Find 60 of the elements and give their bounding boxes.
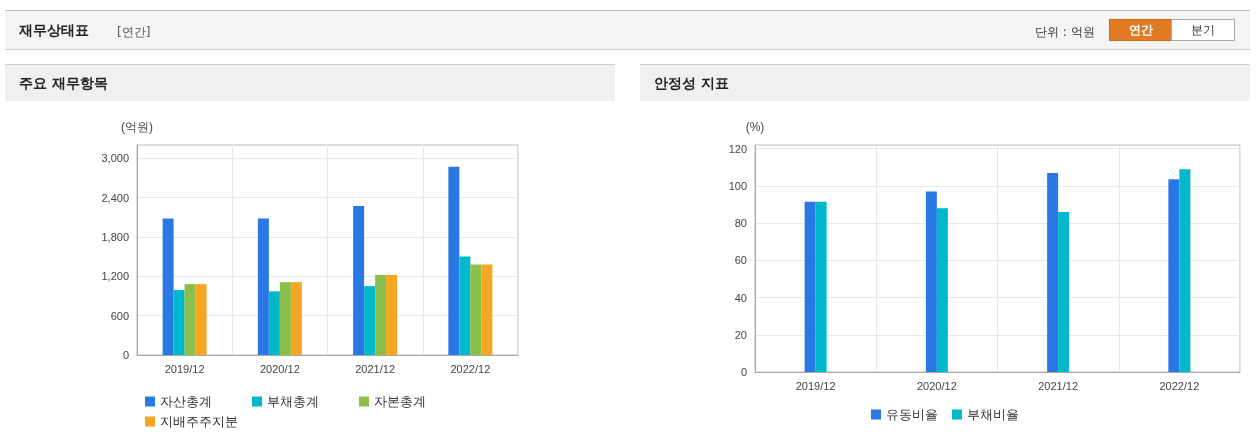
bar (162, 218, 174, 355)
legend-label: 자본총계 (374, 394, 426, 409)
bar (815, 201, 827, 372)
text: 분기 (1171, 19, 1235, 41)
text: 연간 (1109, 19, 1173, 41)
bar (481, 264, 493, 355)
legend-label: 부채비율 (967, 407, 1019, 422)
y-tick-label: 120 (728, 142, 747, 155)
bar (173, 290, 185, 355)
y-tick-label: 3,000 (101, 152, 129, 165)
bar (364, 286, 376, 355)
legend-label: 유동비율 (886, 407, 938, 422)
x-tick-label: 2021/12 (355, 362, 396, 375)
chart-title: 안정성 지표 (654, 75, 729, 93)
y-tick-label: 600 (110, 309, 129, 322)
y-tick-label: 0 (122, 349, 129, 361)
bar (1058, 211, 1070, 372)
text: 단위 : 억원 (1035, 24, 1095, 41)
y-tick-label: 1,200 (101, 270, 129, 283)
bar (1047, 172, 1059, 372)
bar (1179, 169, 1191, 372)
y-tick-label: 2,400 (101, 191, 129, 204)
y-tick-label: 40 (734, 291, 747, 304)
bar (290, 282, 302, 355)
bar (257, 218, 269, 355)
x-tick-label: 2019/12 (164, 362, 205, 375)
y-tick-label: 0 (740, 366, 747, 378)
bar (386, 274, 398, 355)
y-tick-label: 100 (728, 179, 747, 192)
y-tick-label: 60 (734, 254, 747, 267)
bar (353, 206, 365, 355)
x-tick-label: 2020/12 (259, 362, 300, 375)
bar (925, 191, 937, 372)
y-tick-label: 20 (734, 328, 747, 341)
bar (448, 166, 460, 355)
legend-label: 지배주주지분 (160, 414, 238, 429)
bar (195, 284, 207, 355)
bar (375, 274, 387, 355)
bar (279, 282, 291, 355)
x-tick-label: 2020/12 (916, 379, 957, 392)
x-tick-label: 2022/12 (1159, 379, 1200, 392)
y-axis-title: (%) (745, 120, 765, 134)
bar (1168, 179, 1180, 372)
text: 재무상태표 (19, 22, 89, 40)
bar (459, 256, 471, 355)
y-axis-title: (억원) (121, 120, 153, 134)
y-tick-label: 80 (734, 217, 747, 230)
bar (936, 208, 948, 372)
text: [연간] (117, 24, 151, 41)
bar (804, 201, 816, 372)
x-tick-label: 2022/12 (450, 362, 491, 375)
bar (184, 284, 196, 355)
bar (268, 291, 280, 355)
chart-title: 주요 재무항목 (19, 75, 108, 93)
legend-label: 자산총계 (160, 394, 212, 409)
bar (470, 264, 482, 355)
legend-label: 부채총계 (267, 394, 319, 409)
x-tick-label: 2021/12 (1038, 379, 1079, 392)
y-tick-label: 1,800 (101, 230, 129, 243)
x-tick-label: 2019/12 (795, 379, 836, 392)
